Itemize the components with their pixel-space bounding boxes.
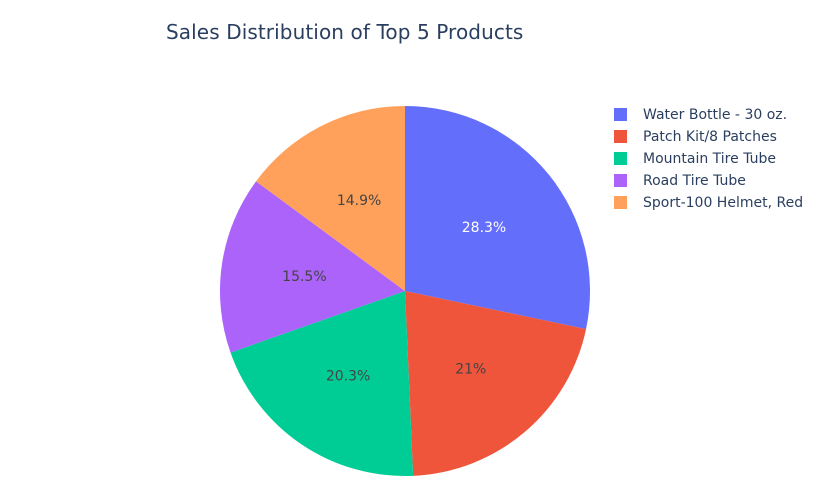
legend-item-1[interactable]: Water Bottle - 30 oz. bbox=[614, 107, 787, 123]
legend-label-4: Road Tire Tube bbox=[643, 173, 746, 189]
pie-slice-2[interactable] bbox=[405, 291, 587, 476]
legend-label-2: Patch Kit/8 Patches bbox=[643, 129, 777, 145]
legend-label-1: Water Bottle - 30 oz. bbox=[643, 107, 787, 123]
slice-label-2: 21% bbox=[455, 362, 486, 378]
slice-label-4: 15.5% bbox=[282, 269, 326, 285]
pie-slice-4[interactable] bbox=[220, 181, 405, 353]
slice-label-3: 20.3% bbox=[326, 368, 370, 384]
pie-slice-1[interactable] bbox=[405, 106, 591, 330]
pie-slice-5[interactable] bbox=[256, 106, 405, 291]
legend-label-3: Mountain Tire Tube bbox=[643, 151, 776, 167]
pie-slice-3[interactable] bbox=[230, 291, 414, 476]
slice-label-5: 14.9% bbox=[337, 193, 381, 209]
pie-slices bbox=[220, 106, 591, 476]
chart-title: Sales Distribution of Top 5 Products bbox=[166, 20, 524, 44]
legend-swatch-2 bbox=[614, 130, 627, 143]
legend-swatch-1 bbox=[614, 108, 627, 121]
legend-item-2[interactable]: Patch Kit/8 Patches bbox=[614, 129, 777, 145]
slice-label-1: 28.3% bbox=[462, 220, 506, 236]
legend-swatch-4 bbox=[614, 174, 627, 187]
legend-item-5[interactable]: Sport-100 Helmet, Red bbox=[614, 195, 803, 211]
legend-item-4[interactable]: Road Tire Tube bbox=[614, 173, 746, 189]
legend-item-3[interactable]: Mountain Tire Tube bbox=[614, 151, 776, 167]
legend-label-5: Sport-100 Helmet, Red bbox=[643, 195, 803, 211]
legend-swatch-3 bbox=[614, 152, 627, 165]
slice-labels: 28.3% 21% 20.3% 15.5% 14.9% bbox=[282, 193, 506, 384]
legend-swatch-5 bbox=[614, 196, 627, 209]
legend: Water Bottle - 30 oz. Patch Kit/8 Patches… bbox=[614, 107, 803, 211]
